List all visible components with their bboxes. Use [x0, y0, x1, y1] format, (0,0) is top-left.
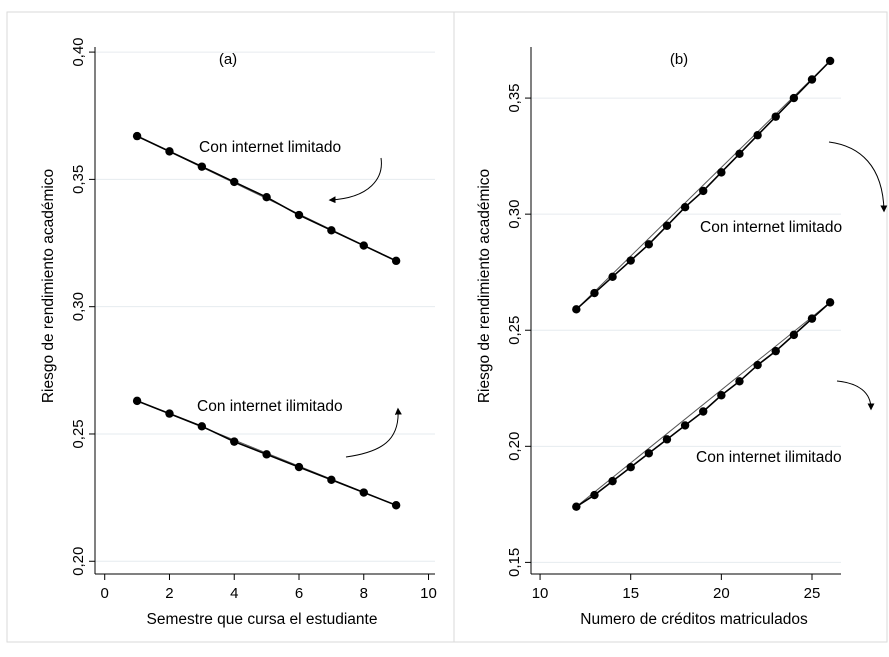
panel-b-point-limitado [735, 149, 744, 158]
panel-a-point-ilimitado [165, 409, 174, 418]
panel-b-point-ilimitado [717, 391, 726, 400]
panel-a-point-ilimitado [294, 462, 304, 472]
panel-b-point-ilimitado [608, 476, 617, 486]
panel-b-point-ilimitado [753, 360, 762, 370]
panel-a-point-limitado [197, 162, 207, 171]
panel-a-point-ilimitado [327, 475, 336, 485]
panel-b-point-ilimitado [590, 490, 599, 500]
panel-b-point-limitado [590, 288, 599, 298]
panel-b-point-ilimitado [825, 298, 835, 307]
panel-b-point-limitado [644, 240, 654, 249]
panel-b-x-tick-label: 10 [532, 585, 549, 602]
panel-b-label: (b) [670, 51, 688, 68]
panel-b-point-ilimitado [807, 314, 817, 323]
panel-a-y-tick-label: 0,20 [70, 547, 87, 576]
panel-b-x-tick-label: 15 [622, 585, 639, 602]
panel-b-annotation-ilimitado: Con internet ilimitado [696, 449, 842, 466]
panel-a-y-tick-label: 0,35 [70, 165, 87, 194]
panel-b-y-axis-title: Riesgo de rendimiento académico [476, 169, 493, 403]
panel-b-y-tick-label: 0,20 [506, 432, 523, 461]
panel-a-point-limitado [359, 241, 368, 250]
panel-b-x-axis-title: Numero de créditos matriculados [580, 611, 808, 628]
panel-a-point-ilimitado [359, 488, 368, 497]
panel-a-point-limitado [230, 177, 239, 187]
panel-a-y-tick-label: 0,40 [70, 37, 87, 66]
panel-b-point-ilimitado [662, 435, 672, 444]
panel-a-label: (a) [219, 51, 237, 68]
panel-a-y-tick-label: 0,30 [70, 292, 87, 321]
panel-b-point-limitado [626, 256, 635, 265]
panel-a-frame [6, 11, 455, 643]
panel-a-x-tick-label: 2 [165, 585, 173, 602]
panel-a-arrow-ilimitado [345, 407, 402, 458]
panel-b-point-ilimitado [735, 377, 744, 386]
panel-b-point-limitado [680, 202, 690, 212]
panel-a-point-limitado [327, 226, 336, 235]
panel-b-point-limitado [825, 56, 835, 66]
panel-b-point-limitado [789, 93, 799, 103]
panel-b-point-limitado [771, 112, 780, 121]
panel-b-point-ilimitado [699, 407, 708, 416]
panel-b-point-limitado [572, 305, 581, 314]
panel-a-point-limitado [391, 256, 401, 266]
panel-a-x-axis-title: Semestre que cursa el estudiante [147, 611, 378, 628]
panel-b-y-tick-label: 0,15 [506, 548, 523, 577]
panel-a-point-ilimitado [262, 450, 271, 459]
panel-b: 0,15 0,20 0,25 0,30 0,35 10 15 20 25 [506, 47, 841, 602]
panel-b-point-limitado [608, 272, 617, 282]
panel-a: 0,20 0,25 0,30 0,35 0,40 0 2 4 6 8 10 [70, 37, 437, 602]
panel-a-x-tick-label: 0 [101, 585, 109, 602]
panel-a-point-limitado [132, 131, 142, 141]
panel-b-arrow-limitado [828, 141, 888, 213]
panel-b-arrow-ilimitado [836, 380, 875, 411]
panel-a-point-ilimitado [197, 422, 207, 431]
panel-b-y-tick-label: 0,30 [506, 200, 523, 229]
panel-b-x-tick-label: 25 [804, 585, 821, 602]
panel-a-point-ilimitado [391, 501, 401, 510]
panel-a-x-tick-label: 6 [295, 585, 303, 602]
panel-a-x-tick-label: 8 [360, 585, 368, 602]
panel-a-arrow-limitado [328, 157, 382, 204]
panel-a-y-tick-label: 0,25 [70, 419, 87, 448]
panel-a-point-ilimitado [230, 437, 239, 446]
panel-b-point-ilimitado [789, 330, 799, 340]
panel-b-point-ilimitado [626, 463, 635, 472]
panel-b-y-tick-label: 0,35 [506, 83, 523, 112]
panel-b-point-ilimitado [572, 502, 581, 511]
panel-b-point-limitado [662, 221, 672, 230]
panel-a-point-limitado [262, 193, 271, 202]
panel-b-annotation-limitado: Con internet limitado [700, 219, 842, 236]
panel-b-fit-line-limitado [575, 60, 831, 310]
panel-b-point-ilimitado [680, 421, 690, 430]
panel-a-x-tick-label: 10 [420, 585, 437, 602]
panel-a-annotation-ilimitado: Con internet ilimitado [197, 398, 343, 415]
panel-b-point-limitado [753, 131, 762, 140]
panel-a-point-limitado [165, 147, 174, 156]
panel-b-point-limitado [699, 186, 708, 196]
panel-b-x-tick-label: 20 [713, 585, 730, 602]
panel-b-point-limitado [807, 75, 817, 84]
panel-a-annotation-limitado: Con internet limitado [199, 139, 341, 156]
panel-a-x-tick-label: 4 [230, 585, 238, 602]
panel-b-y-tick-label: 0,25 [506, 316, 523, 345]
panel-a-y-axis-title: Riesgo de rendimiento académico [40, 169, 57, 403]
panel-b-frame [453, 11, 888, 643]
panel-b-point-ilimitado [771, 346, 780, 356]
panel-b-point-ilimitado [644, 449, 654, 458]
panel-b-fit-line-ilimitado [576, 301, 831, 508]
panel-a-point-limitado [294, 210, 304, 220]
panel-a-point-ilimitado [132, 396, 142, 406]
panel-b-point-limitado [717, 168, 726, 177]
